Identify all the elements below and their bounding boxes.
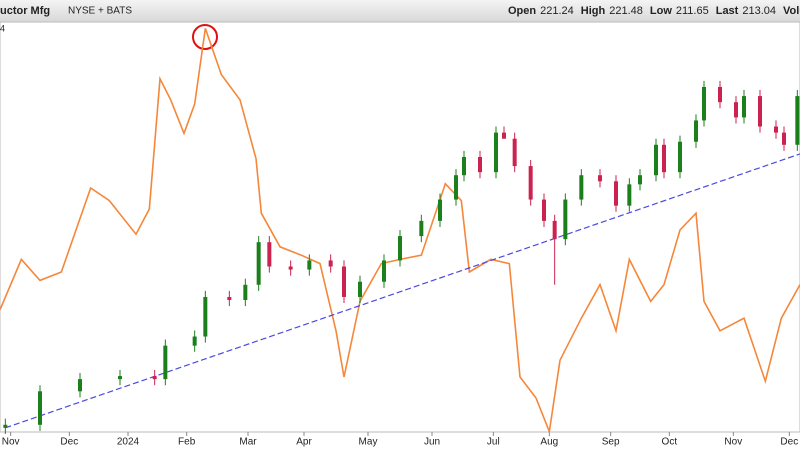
candle-body [598, 175, 602, 182]
candle-body [552, 220, 557, 240]
candle-body [478, 156, 482, 173]
candle-body [203, 296, 208, 337]
field-label: Low [650, 5, 672, 17]
candle-body [579, 175, 584, 200]
candle-body [267, 242, 272, 267]
field-value: 221.48 [609, 5, 643, 17]
candle-body [307, 260, 312, 270]
x-tick-label: Apr [296, 437, 312, 448]
candle-body [398, 236, 402, 261]
candle-body [358, 281, 362, 297]
candle-body [3, 424, 8, 428]
plot-area [0, 21, 800, 433]
x-tick-label: Nov [2, 437, 20, 448]
candle-body [342, 266, 346, 297]
candle-body [614, 181, 618, 206]
candle-body [243, 284, 248, 300]
x-tick-label: Mar [239, 437, 257, 448]
field-value: 211.65 [676, 5, 709, 17]
header-bar [0, 0, 800, 22]
candle-body [662, 144, 666, 173]
candle-body [678, 141, 682, 173]
candle-body [718, 86, 722, 103]
candle-body [782, 132, 786, 145]
candle-body [774, 126, 778, 133]
x-tick-label: Sep [602, 437, 620, 448]
field-label: Volume [783, 5, 800, 17]
candle-body [742, 96, 746, 118]
candle-body [38, 391, 42, 425]
candle-body [654, 144, 658, 176]
candle-body [163, 345, 168, 380]
header-fields: Open 221.24 High 221.48 Low 211.65 Last 213.04 V… [508, 5, 800, 17]
x-tick-label: Jul [487, 437, 500, 448]
x-tick-label: 2024 [117, 437, 140, 448]
x-tick-label: Feb [178, 437, 196, 448]
candle-body [542, 199, 546, 221]
candle-body [512, 138, 517, 167]
x-tick-label: Nov [724, 437, 742, 448]
candle-body [702, 86, 706, 121]
candle-body [78, 379, 82, 392]
field-value: 221.24 [540, 5, 574, 17]
candle-body [118, 376, 122, 380]
candle-body [227, 296, 232, 300]
candle-body [563, 199, 568, 240]
candle-body [382, 260, 386, 282]
trendline [5, 153, 800, 429]
candle-body [438, 199, 442, 221]
candle-body [502, 132, 506, 139]
field-label: Last [716, 5, 739, 17]
x-tick-label: Oct [662, 437, 678, 448]
candle-body [734, 102, 738, 118]
candle-body [758, 96, 762, 127]
candle-body [795, 96, 800, 145]
corner-label: 4 [0, 23, 5, 33]
candle-body [192, 336, 197, 346]
x-tick-label: Aug [540, 437, 558, 448]
candle-body [454, 175, 458, 200]
candle-body [419, 220, 424, 237]
highlight-circle [192, 24, 218, 50]
candle-body [494, 132, 498, 173]
x-tick-label: Jun [424, 437, 440, 448]
candle-body [328, 260, 333, 267]
candle-body [627, 184, 632, 206]
candle-body [256, 242, 261, 285]
field-label: Open [508, 5, 536, 17]
field-value: 213.04 [742, 5, 776, 17]
candle-body [462, 156, 466, 176]
exchange: NYSE + BATS [68, 6, 132, 17]
x-tick-label: Dec [780, 437, 798, 448]
x-tick-label: May [359, 437, 378, 448]
candle-body [528, 166, 533, 200]
candle-body [694, 120, 698, 142]
field-label: High [581, 5, 606, 17]
candle-body [638, 175, 642, 185]
symbol: uctor Mfg [0, 5, 50, 17]
candle-body [288, 266, 293, 270]
x-tick-label: Dec [60, 437, 78, 448]
candle-body [152, 376, 157, 380]
